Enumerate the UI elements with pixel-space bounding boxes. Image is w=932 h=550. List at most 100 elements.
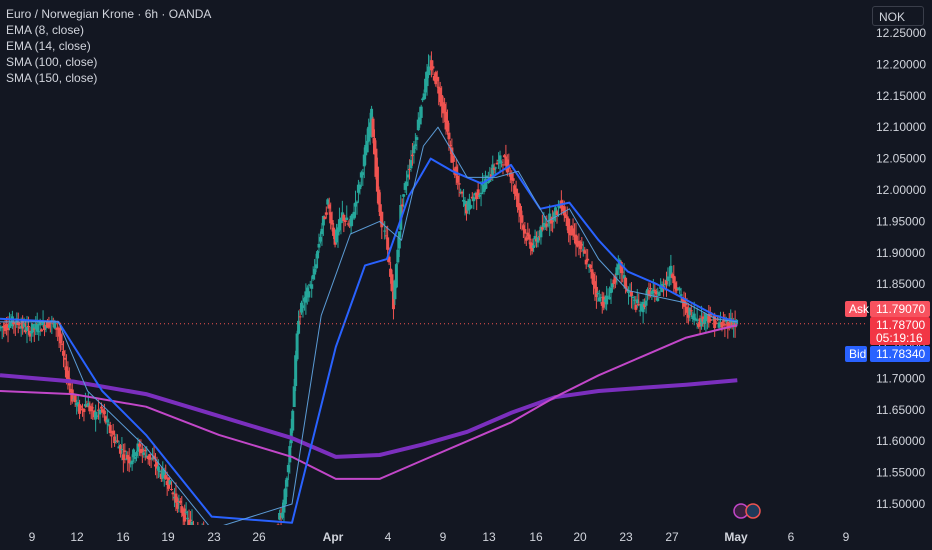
candle-body <box>502 155 506 158</box>
candle-body <box>489 174 493 177</box>
candle-body <box>355 201 359 204</box>
candle-body <box>121 454 125 461</box>
candle-body <box>669 265 673 278</box>
x-tick-label: 26 <box>252 530 266 544</box>
candle-body <box>724 320 728 322</box>
candle-body <box>327 204 331 209</box>
candle-body <box>427 66 431 76</box>
candle-body <box>307 291 311 298</box>
indicator-sma150[interactable]: SMA (150, close) <box>6 71 98 85</box>
candle-body <box>688 307 692 316</box>
candle-body <box>683 302 687 306</box>
candle-body <box>116 440 120 442</box>
candle-body <box>678 288 682 291</box>
candle-body <box>124 458 128 460</box>
candle-body <box>472 197 476 202</box>
x-tick-label: 9 <box>440 530 447 544</box>
candle-body <box>708 319 712 321</box>
x-tick-label: 6 <box>788 530 795 544</box>
candle-body <box>481 184 485 186</box>
indicator-ema8[interactable]: EMA (8, close) <box>6 23 85 37</box>
candle-body <box>488 178 492 182</box>
y-tick-label: 11.65000 <box>876 403 925 417</box>
candle-body <box>204 537 207 538</box>
candle-body <box>597 297 601 302</box>
y-tick-label: 11.85000 <box>876 277 925 291</box>
candle-body <box>717 322 721 328</box>
candle-body <box>132 449 136 458</box>
candle-body <box>431 66 435 69</box>
candle-body <box>180 506 184 513</box>
candle-body <box>425 71 429 87</box>
y-tick-label: 11.95000 <box>876 214 925 228</box>
last-price-value: 11.78700 <box>876 318 925 332</box>
candle-body <box>713 316 717 329</box>
candle-body <box>606 295 610 297</box>
candle-body <box>66 370 70 380</box>
candle-body <box>656 298 660 302</box>
candle-body <box>448 144 452 146</box>
ask-value: 11.79070 <box>876 302 925 316</box>
candle-body <box>202 533 205 540</box>
candle-body <box>520 215 524 223</box>
candle-body <box>605 295 609 305</box>
candle-body <box>695 319 699 321</box>
candle-body <box>403 183 407 190</box>
candle-body <box>495 162 499 165</box>
candle-body <box>460 191 464 194</box>
candle-body <box>337 219 341 231</box>
candle-body <box>501 164 505 166</box>
indicator-ema14[interactable]: EMA (14, close) <box>6 39 91 53</box>
y-tick-label: 12.00000 <box>876 183 926 197</box>
candle-body <box>189 519 193 521</box>
y-tick-label: 11.55000 <box>876 466 925 480</box>
indicator-sma100[interactable]: SMA (100, close) <box>6 55 98 69</box>
currency-button[interactable]: NOK <box>872 6 924 26</box>
candle-body <box>335 229 339 243</box>
candle-body <box>60 343 64 345</box>
candle-body <box>321 215 325 226</box>
candle-body <box>155 461 159 469</box>
candle-body <box>539 226 543 238</box>
candle-body <box>405 181 409 187</box>
chart-legend: Euro / Norwegian Krone · 6h · OANDA EMA … <box>6 6 211 86</box>
candle-body <box>516 193 520 208</box>
candle-body <box>345 217 349 221</box>
candle-body <box>521 225 525 230</box>
candle-body <box>644 300 648 306</box>
candle-body <box>91 407 95 409</box>
ema8-line <box>0 126 738 525</box>
candle-body <box>443 103 447 114</box>
candle-body <box>16 322 20 325</box>
candle-body <box>555 211 559 216</box>
candle-body <box>304 291 308 303</box>
candle-body <box>137 443 141 447</box>
candle-body <box>409 160 413 169</box>
bid-label-box <box>845 346 867 362</box>
candle-body <box>700 318 704 327</box>
candle-body <box>324 212 328 215</box>
symbol-title[interactable]: Euro / Norwegian Krone · 6h · OANDA <box>6 7 212 21</box>
candle-body <box>498 155 502 164</box>
candle-body <box>320 228 324 235</box>
last-price-box <box>870 317 930 345</box>
candle-body <box>375 166 379 192</box>
x-tick-label: May <box>724 530 748 544</box>
candle-body <box>394 264 398 288</box>
candle-body <box>372 138 376 155</box>
candle-body <box>672 275 676 284</box>
candle-body <box>402 194 406 197</box>
candle-body <box>679 294 683 296</box>
candle-body <box>393 280 397 300</box>
sma150-line <box>0 373 738 459</box>
candle-body <box>657 292 661 296</box>
candle-body <box>596 293 600 295</box>
candle-body <box>415 137 419 140</box>
candle-body <box>298 316 302 318</box>
candle-body <box>720 321 724 328</box>
candle-body <box>48 322 52 324</box>
candle-body <box>313 269 317 275</box>
candle-body <box>83 404 87 407</box>
candle-body <box>374 148 378 177</box>
